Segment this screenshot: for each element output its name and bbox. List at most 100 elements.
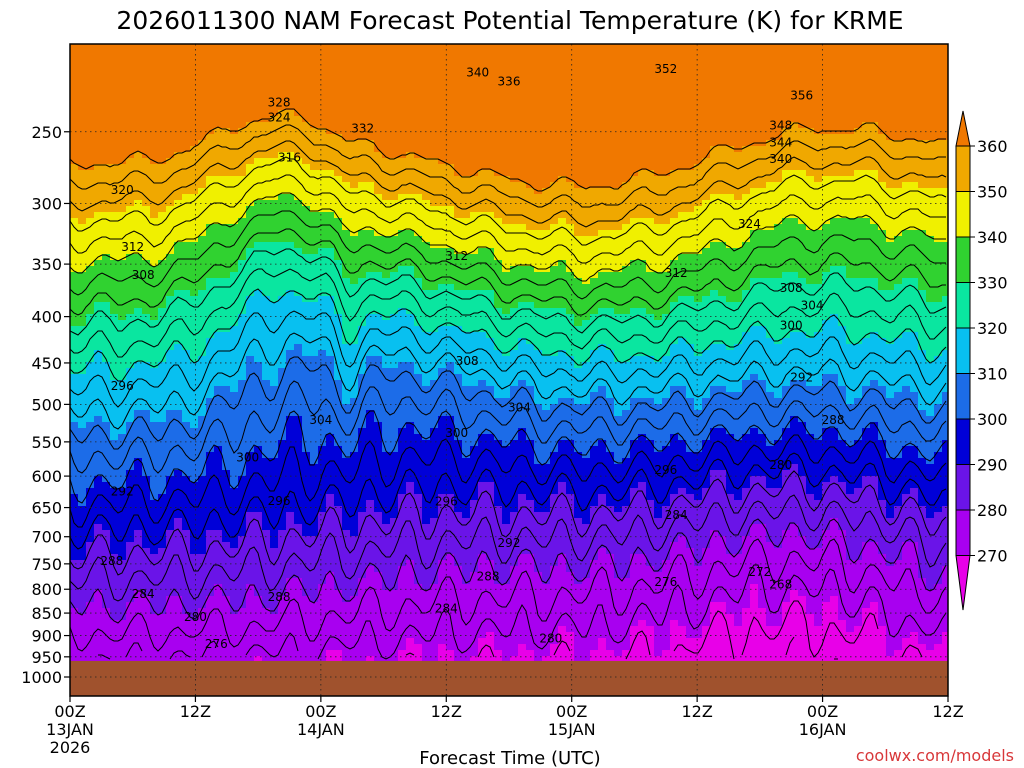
ground-below-surface <box>70 660 948 696</box>
contour-label: 304 <box>309 413 332 427</box>
contour-label: 292 <box>111 485 134 499</box>
contour-label: 328 <box>268 95 291 109</box>
colorbar-label: 330 <box>977 274 1008 293</box>
contour-label: 300 <box>236 450 259 464</box>
contour-label: 356 <box>790 89 813 103</box>
contour-label: 340 <box>466 65 489 79</box>
contour-label: 352 <box>654 62 677 76</box>
y-tick-label: 500 <box>31 395 62 414</box>
y-tick-label: 350 <box>31 255 62 274</box>
y-tick-label: 900 <box>31 627 62 646</box>
contour-label: 288 <box>100 554 123 568</box>
colorbar-swatch <box>955 464 971 511</box>
contour-label: 280 <box>184 610 207 624</box>
contour-label: 324 <box>268 110 291 124</box>
colorbar-swatch <box>955 509 971 556</box>
plot-frame <box>69 43 949 697</box>
contour-label: 288 <box>268 590 291 604</box>
contour-label: 308 <box>132 268 155 282</box>
contour-label: 284 <box>665 508 688 522</box>
y-tick-label: 850 <box>31 604 62 623</box>
colorbar-label: 340 <box>977 228 1008 247</box>
x-tick-label: 12Z <box>681 702 712 721</box>
contour-label: 300 <box>780 318 803 332</box>
contour-label: 340 <box>769 152 792 166</box>
contour-label: 312 <box>121 240 144 254</box>
colorbar-label: 310 <box>977 365 1008 384</box>
x-tick-label: 14JAN <box>297 720 345 739</box>
y-tick-label: 1000 <box>21 668 62 687</box>
y-tick-label: 400 <box>31 308 62 327</box>
contour-label: 336 <box>498 74 521 88</box>
x-tick-label: 00Z <box>305 702 336 721</box>
y-tick-label: 650 <box>31 499 62 518</box>
contour-label: 312 <box>445 249 468 263</box>
colorbar-legend: 270 280 290 300 310 320 330 340 350 360 <box>955 110 1008 611</box>
contour-label: 268 <box>769 577 792 591</box>
contour-label: 304 <box>801 299 824 313</box>
y-tick-label: 800 <box>31 580 62 599</box>
colorbar-label: 360 <box>977 137 1008 156</box>
contour-label: 288 <box>477 570 500 584</box>
x-tick-label: 15JAN <box>548 720 596 739</box>
contour-label: 284 <box>435 601 458 615</box>
colorbar-swatch <box>955 236 971 283</box>
contour-label: 320 <box>111 183 134 197</box>
contour-label: 344 <box>769 136 792 150</box>
contour-label: 276 <box>205 637 228 651</box>
x-axis-label: Forecast Time (UTC) <box>419 748 600 768</box>
contour-label: 348 <box>769 118 792 132</box>
contour-label: 292 <box>498 536 521 550</box>
colorbar-upper-arrow <box>955 110 971 147</box>
y-tick-label: 550 <box>31 433 62 452</box>
x-tick-label: 13JAN <box>46 720 94 739</box>
y-tick-label: 750 <box>31 555 62 574</box>
colorbar-swatch <box>955 373 971 420</box>
x-tick-label: 00Z <box>54 702 85 721</box>
colorbar-swatch <box>955 145 971 192</box>
y-tick-label: 300 <box>31 194 62 213</box>
colorbar-label: 300 <box>977 410 1008 429</box>
y-tick-label: 450 <box>31 354 62 373</box>
contour-label: 272 <box>748 565 771 579</box>
chart-title: 2026011300 NAM Forecast Potential Temper… <box>116 6 903 35</box>
contour-label: 288 <box>822 413 845 427</box>
x-tick-label: 16JAN <box>799 720 847 739</box>
contour-label: 280 <box>769 458 792 472</box>
contour-label: 308 <box>456 354 479 368</box>
colorbar-swatch <box>955 191 971 238</box>
x-tick-label: 12Z <box>932 702 963 721</box>
contour-label: 300 <box>445 426 468 440</box>
contour-label: 284 <box>132 587 155 601</box>
colorbar-label: 320 <box>977 319 1008 338</box>
colorbar-label: 350 <box>977 183 1008 202</box>
contour-label: 276 <box>654 575 677 589</box>
y-tick-label: 700 <box>31 528 62 547</box>
y-axis: 250 300 350 400 450 500 550 600 650 700 750 800 850 9… <box>21 123 70 687</box>
heatmap-fill <box>70 44 948 663</box>
x-tick-label: 00Z <box>556 702 587 721</box>
credit-text: coolwx.com/models <box>856 746 1014 765</box>
contour-label: 296 <box>654 463 677 477</box>
colorbar-swatch <box>955 418 971 465</box>
contour-label: 296 <box>111 379 134 393</box>
colorbar-label: 280 <box>977 501 1008 520</box>
y-tick-label: 250 <box>31 123 62 142</box>
x-tick-label: 12Z <box>180 702 211 721</box>
x-tick-label: 2026 <box>50 738 91 757</box>
contour-label: 324 <box>738 217 761 231</box>
y-tick-label: 600 <box>31 467 62 486</box>
colorbar-lower-arrow <box>955 555 971 611</box>
contour-label: 296 <box>435 494 458 508</box>
contour-label: 280 <box>539 632 562 646</box>
contour-label: 316 <box>278 151 301 165</box>
contour-label: 304 <box>508 401 531 415</box>
contour-label: 292 <box>790 371 813 385</box>
colorbar-label: 270 <box>977 547 1008 566</box>
colorbar-swatch <box>955 327 971 374</box>
x-tick-label: 00Z <box>807 702 838 721</box>
contour-label: 332 <box>351 122 374 136</box>
